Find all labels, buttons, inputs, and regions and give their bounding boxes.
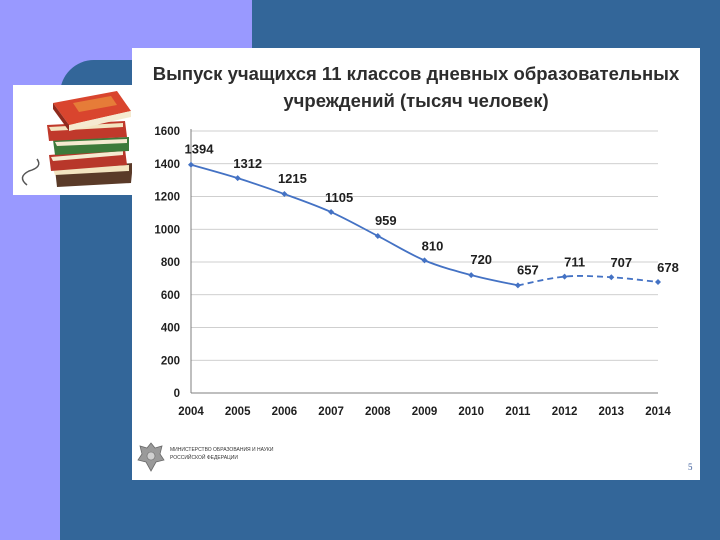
- x-tick-label: 2010: [458, 406, 484, 418]
- data-point: [281, 191, 288, 198]
- data-point: [468, 272, 475, 279]
- y-tick-label: 200: [161, 355, 180, 367]
- data-label: 707: [610, 255, 632, 270]
- series-line-solid: [190, 163, 519, 287]
- y-tick-label: 1400: [154, 159, 180, 171]
- x-tick-label: 2013: [599, 406, 625, 418]
- data-label: 1105: [325, 190, 353, 205]
- y-tick-label: 400: [161, 323, 180, 335]
- chart-panel: Выпуск учащихся 11 классов дневных образ…: [132, 48, 700, 480]
- x-tick-label: 2004: [178, 406, 204, 418]
- data-point: [655, 278, 661, 285]
- data-label: 711: [564, 255, 585, 270]
- y-tick-label: 1000: [154, 224, 180, 236]
- books-stack-icon: [13, 85, 133, 195]
- y-tick-label: 1600: [154, 126, 180, 138]
- y-tick-label: 0: [174, 388, 180, 400]
- data-label: 810: [422, 238, 444, 253]
- x-tick-label: 2007: [318, 406, 344, 418]
- data-label: 1312: [233, 156, 262, 171]
- data-point: [188, 161, 194, 168]
- data-point: [421, 257, 428, 264]
- data-label: 959: [375, 213, 397, 228]
- data-label: 720: [470, 252, 492, 267]
- x-tick-label: 2009: [412, 406, 438, 418]
- x-tick-label: 2012: [552, 406, 578, 418]
- x-tick-label: 2005: [225, 406, 251, 418]
- x-tick-label: 2008: [365, 406, 391, 418]
- data-point: [514, 282, 521, 289]
- data-label: 1394: [185, 142, 215, 157]
- y-tick-label: 800: [161, 257, 180, 269]
- series-line-dashed: [517, 275, 659, 287]
- y-tick-label: 1200: [154, 192, 180, 204]
- data-label: 678: [657, 260, 679, 275]
- x-tick-label: 2006: [272, 406, 298, 418]
- data-point: [608, 274, 615, 281]
- chart-title-line-1: Выпуск учащихся 11 классов дневных образ…: [152, 63, 680, 84]
- data-point: [328, 209, 335, 216]
- data-point: [234, 175, 241, 182]
- coat-of-arms-icon: [136, 440, 166, 479]
- x-tick-label: 2011: [505, 406, 531, 418]
- chart-title: Выпуск учащихся 11 классов дневных образ…: [132, 60, 700, 114]
- data-label: 1215: [278, 171, 307, 186]
- y-tick-label: 600: [161, 290, 180, 302]
- data-point: [561, 273, 568, 280]
- data-label: 657: [517, 262, 539, 277]
- ministry-caption: МИНИСТЕРСТВО ОБРАЗОВАНИЯ И НАУКИ РОССИЙС…: [170, 446, 310, 462]
- line-chart: 0 200 400 600 800 1000 1200 1400 1600 2004 2005 200…: [154, 126, 679, 418]
- ministry-line-2: РОССИЙСКОЙ ФЕДЕРАЦИИ: [170, 455, 238, 461]
- page-number: 5: [688, 462, 693, 472]
- chart-title-line-2: учреждений (тысяч человек): [283, 90, 549, 111]
- ministry-line-1: МИНИСТЕРСТВО ОБРАЗОВАНИЯ И НАУКИ: [170, 447, 274, 453]
- data-point: [374, 232, 381, 239]
- x-tick-label: 2014: [645, 406, 671, 418]
